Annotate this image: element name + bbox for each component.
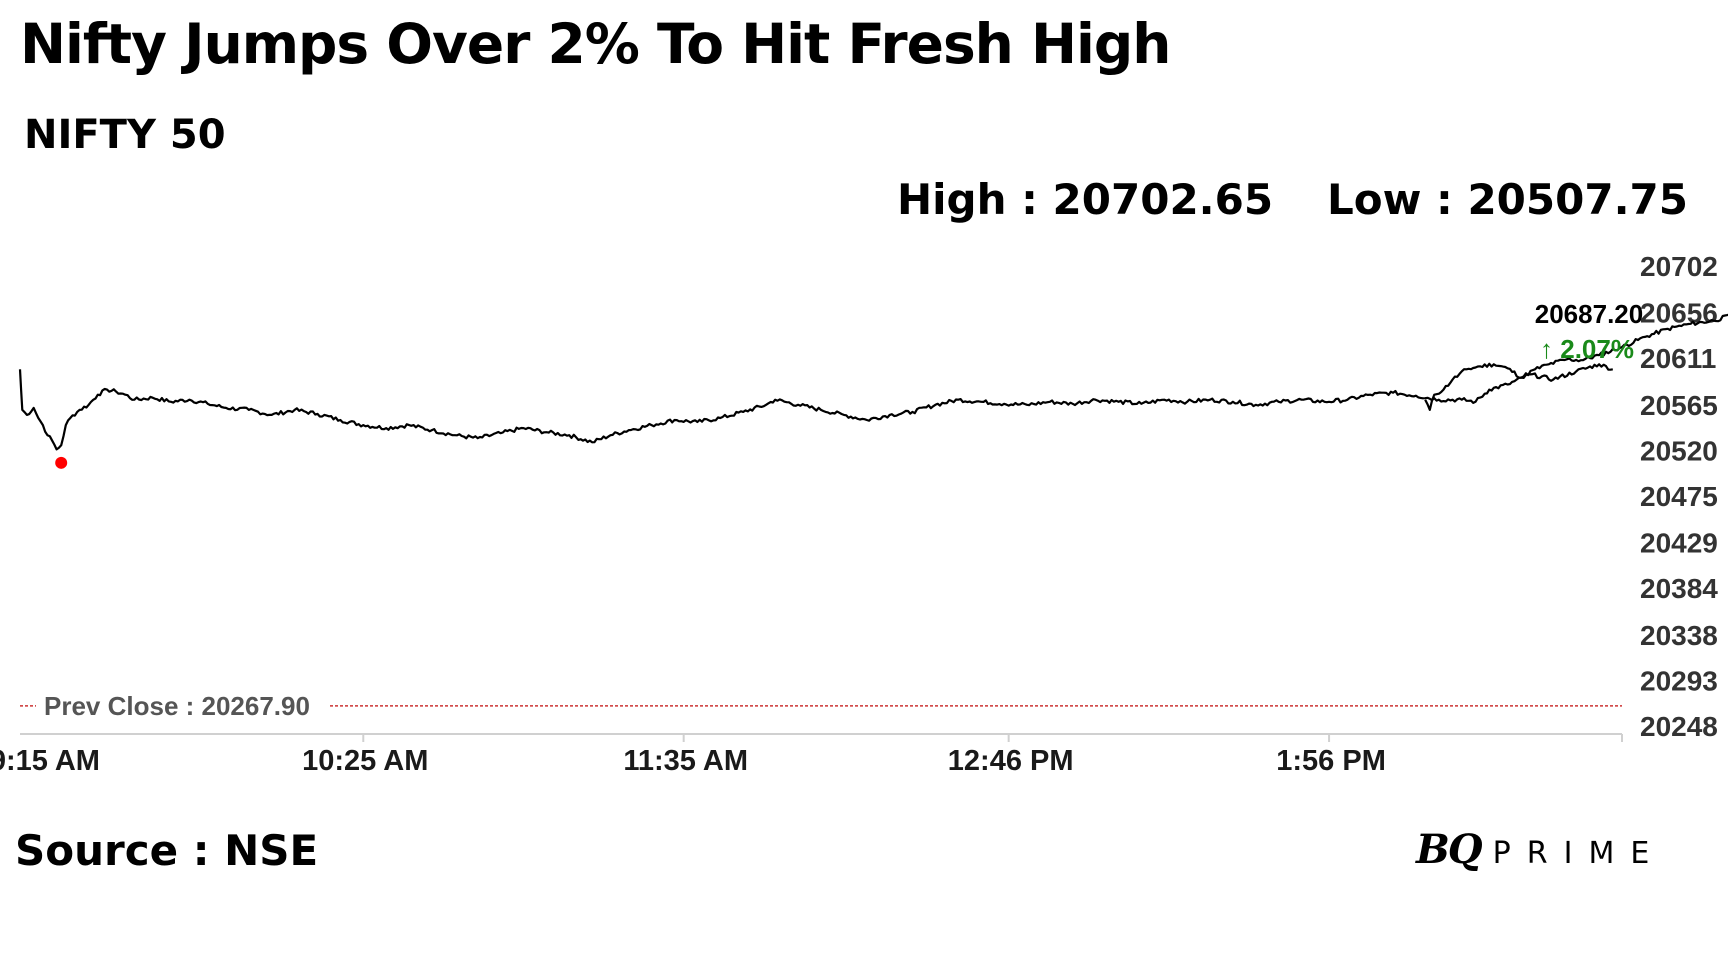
y-tick-label: 20611 [1640, 343, 1716, 374]
y-tick-label: 20565 [1640, 390, 1718, 421]
x-tick-label: 1:56 PM [1276, 745, 1386, 777]
percent-change-label: ↑ 2.07% [1540, 334, 1634, 364]
price-line-late [1424, 313, 1728, 411]
x-tick-label: 10:25 AM [302, 745, 428, 777]
x-tick-label: 11:35 AM [623, 745, 748, 777]
y-tick-label: 20475 [1640, 481, 1718, 512]
source-note: Source : NSE [15, 826, 319, 875]
x-tick-label: 12:46 PM [948, 745, 1074, 777]
brand-logo: BQ PRIME [1416, 826, 1665, 873]
y-tick-label: 20429 [1640, 528, 1718, 559]
day-low-stat: Low : 20507.75 [1327, 175, 1688, 224]
y-ticks: 20702 20656 20611 20565 20520 20475 20429 20384… [1640, 251, 1718, 742]
chart-title: Nifty Jumps Over 2% To Hit Fresh High [20, 12, 1171, 76]
brand-word: PRIME [1492, 836, 1666, 871]
y-tick-label: 20293 [1640, 665, 1718, 696]
y-tick-label: 20520 [1640, 435, 1718, 466]
day-low-marker [55, 456, 68, 469]
brand-mark: BQ [1416, 826, 1483, 873]
price-line [18, 363, 1613, 451]
day-high-stat: High : 20702.65 [897, 175, 1274, 224]
index-name: NIFTY 50 [24, 112, 226, 158]
last-price-label: 20687.20 [1535, 299, 1643, 329]
x-tick-label: 9:15 AM [0, 745, 100, 777]
y-tick-label: 20384 [1640, 573, 1718, 604]
x-ticks: 9:15 AM 10:25 AM 11:35 AM 12:46 PM 1:56 PM [0, 734, 1623, 777]
prev-close-label: Prev Close : 20267.90 [44, 691, 310, 721]
y-tick-label: 20338 [1640, 620, 1718, 651]
y-tick-label: 20248 [1640, 711, 1718, 742]
y-tick-label: 20656 [1640, 298, 1718, 329]
y-tick-label: 20702 [1640, 251, 1718, 282]
prev-close-label-bg [36, 691, 330, 720]
